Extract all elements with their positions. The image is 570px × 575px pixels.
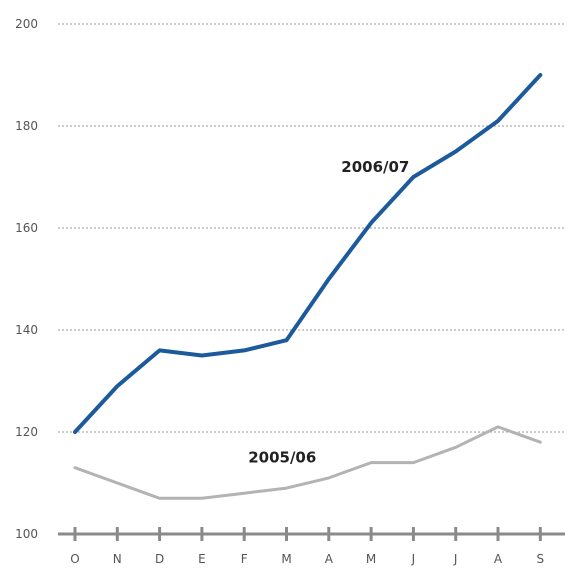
x-tick-label: O <box>70 552 79 566</box>
x-tick-label: D <box>155 552 164 566</box>
gridlines <box>58 23 565 433</box>
y-axis-tick-labels: 100 120 140 160 180 200 <box>15 17 38 541</box>
x-tick-label: N <box>113 552 122 566</box>
x-tick-label: S <box>536 552 544 566</box>
x-tick-label: A <box>494 552 503 566</box>
y-tick-label: 160 <box>15 221 38 235</box>
x-tick-label: M <box>366 552 376 566</box>
x-tick-label: E <box>198 552 206 566</box>
x-tick-label: A <box>325 552 334 566</box>
x-tick-label: M <box>281 552 291 566</box>
series-line-2005-06 <box>73 425 542 500</box>
series-label-2006-07: 2006/07 <box>341 158 409 176</box>
x-tick-label: J <box>411 552 416 566</box>
y-tick-label: 140 <box>15 323 38 337</box>
series-lines <box>73 73 543 500</box>
x-axis <box>58 527 565 541</box>
x-tick-label: J <box>453 552 458 566</box>
y-tick-label: 180 <box>15 119 38 133</box>
series-labels: 2006/07 2005/06 <box>248 158 409 467</box>
y-tick-label: 100 <box>15 527 38 541</box>
series-line-2006-07 <box>73 73 543 434</box>
series-label-2005-06: 2005/06 <box>248 449 316 467</box>
x-tick-label: F <box>241 552 248 566</box>
y-tick-label: 200 <box>15 17 38 31</box>
y-tick-label: 120 <box>15 425 38 439</box>
